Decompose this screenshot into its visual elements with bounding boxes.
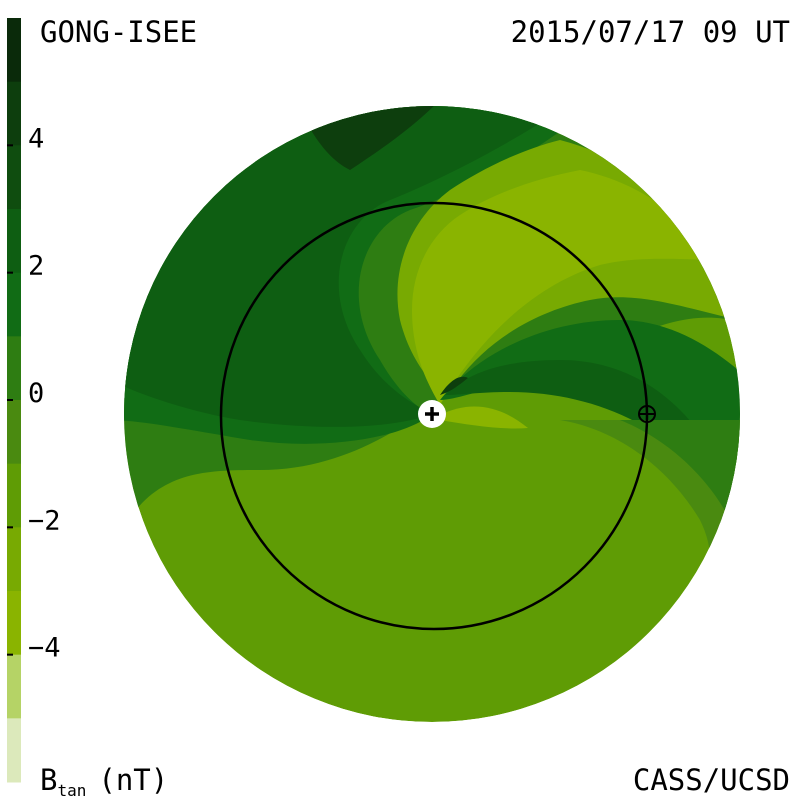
colorbar-level-3 xyxy=(7,209,21,274)
credit-label: CASS/UCSD xyxy=(633,763,790,797)
contour-band-pos-arm-core xyxy=(440,376,468,395)
colorbar-tick-label: 4 xyxy=(28,123,44,154)
unit-label-main: B xyxy=(40,763,57,797)
colorbar-level-8 xyxy=(7,527,21,592)
colorbar-level-4 xyxy=(7,272,21,337)
source-label: GONG-ISEE xyxy=(40,15,197,49)
colorbar-level-6 xyxy=(7,400,21,465)
colorbar-level-2 xyxy=(7,145,21,210)
colorbar-level-7 xyxy=(7,463,21,528)
unit-label-sub: tan xyxy=(57,781,86,800)
unit-label: Btan (nT) xyxy=(40,763,168,800)
contour-band-lower-right-dark xyxy=(620,420,740,520)
map-disk xyxy=(124,106,740,722)
colorbar-tick-label: 2 xyxy=(28,251,44,282)
unit-label-units: (nT) xyxy=(98,763,168,797)
colorbar-level-9 xyxy=(7,591,21,656)
colorbar-level-1 xyxy=(7,81,21,146)
earth-marker xyxy=(638,405,656,423)
datetime-label: 2015/07/17 09 UT xyxy=(511,15,790,49)
colorbar-ticks: 4 2 0 −2 −4 xyxy=(7,123,61,664)
contour-band-neg-2 xyxy=(412,170,720,405)
colorbar-level-10 xyxy=(7,654,21,719)
sun-marker xyxy=(418,400,446,428)
colorbar-level-0 xyxy=(7,18,21,83)
colorbar-tick-label: 0 xyxy=(28,378,44,409)
colorbar xyxy=(7,18,21,783)
colorbar-level-11 xyxy=(7,718,21,783)
colorbar-level-5 xyxy=(7,336,21,401)
contour-band-neg-tongue xyxy=(440,406,528,429)
colorbar-tick-label: −2 xyxy=(28,505,61,536)
colorbar-tick-label: −4 xyxy=(28,633,61,664)
